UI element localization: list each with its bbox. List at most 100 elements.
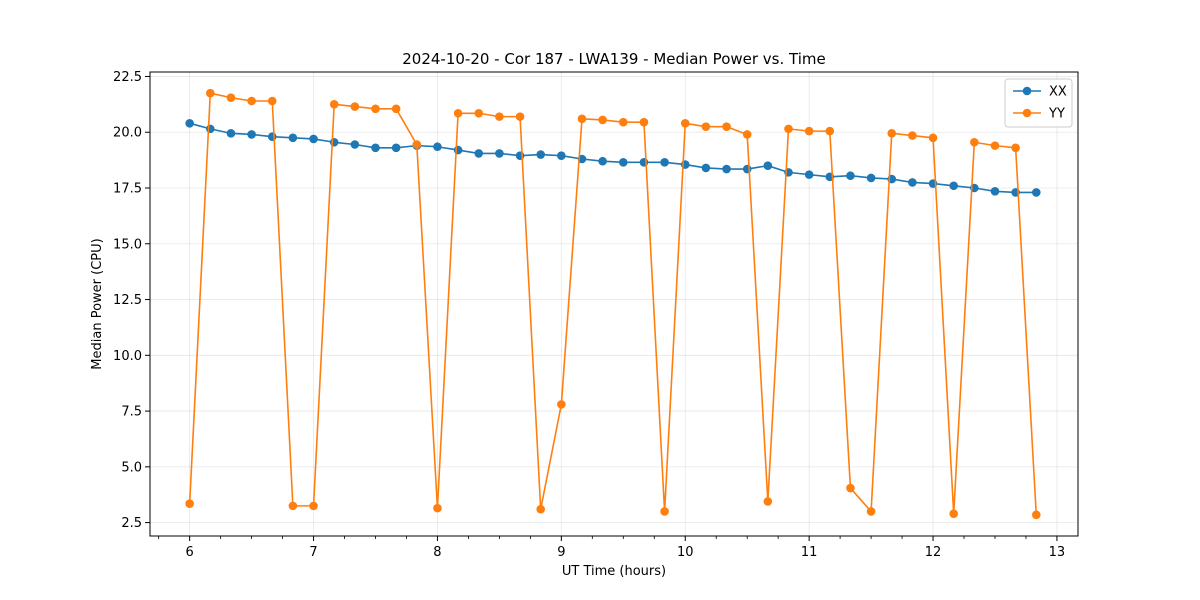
x-tick-label: 9	[557, 545, 565, 560]
data-point-yy	[185, 499, 194, 508]
data-point-xx	[618, 158, 628, 167]
data-point-yy	[866, 507, 876, 516]
data-point-xx	[804, 170, 814, 179]
series-layer	[185, 88, 1041, 520]
data-point-yy	[1011, 143, 1020, 153]
data-point-yy	[887, 129, 897, 138]
data-point-xx	[660, 158, 669, 167]
x-tick-label: 12	[925, 545, 942, 560]
x-tick-label: 10	[677, 545, 694, 560]
data-point-xx	[371, 143, 380, 153]
data-point-xx	[701, 163, 711, 173]
data-point-xx	[433, 142, 442, 152]
data-point-xx	[309, 134, 318, 144]
plot-frame	[149, 71, 1079, 537]
data-point-xx	[329, 137, 339, 147]
data-point-yy	[577, 114, 587, 124]
data-point-yy	[742, 130, 752, 139]
data-point-yy	[495, 112, 504, 121]
data-point-yy	[329, 100, 339, 109]
data-point-yy	[722, 122, 731, 131]
data-point-xx	[1031, 188, 1041, 197]
data-point-xx	[247, 130, 256, 139]
data-point-yy	[536, 504, 545, 514]
y-tick-label: 10.0	[113, 349, 142, 364]
data-point-xx	[742, 164, 752, 174]
data-point-yy	[949, 509, 958, 518]
data-point-xx	[453, 145, 463, 155]
y-tick-label: 17.5	[113, 182, 142, 197]
data-point-xx	[722, 164, 731, 174]
data-point-yy	[660, 507, 669, 516]
data-point-yy	[226, 93, 236, 102]
y-tick-label: 22.5	[113, 70, 142, 85]
data-point-yy	[701, 122, 711, 131]
y-tick-label: 12.5	[113, 293, 142, 308]
data-point-xx	[557, 151, 566, 160]
data-point-xx	[908, 178, 917, 187]
y-tick-label: 2.5	[121, 516, 142, 531]
data-point-yy	[474, 108, 484, 118]
data-point-yy	[680, 119, 690, 128]
data-point-yy	[309, 501, 318, 511]
x-tick-label: 6	[186, 545, 194, 560]
data-point-yy	[350, 102, 360, 111]
data-point-yy	[598, 115, 607, 125]
data-point-yy	[908, 131, 917, 140]
data-point-yy	[1031, 510, 1041, 520]
data-point-yy	[433, 503, 442, 513]
data-point-xx	[495, 149, 504, 158]
data-point-yy	[784, 124, 793, 134]
data-point-yy	[928, 133, 938, 143]
legend: XX YY	[1004, 78, 1073, 128]
data-point-yy	[288, 501, 298, 511]
legend-label-yy: YY	[1048, 107, 1065, 122]
data-point-xx	[536, 150, 545, 159]
y-tick-label: 15.0	[113, 237, 142, 252]
y-axis-label: Median Power (CPU)	[90, 238, 105, 369]
data-point-yy	[970, 137, 979, 147]
data-point-xx	[949, 181, 958, 191]
data-point-yy	[247, 96, 256, 106]
data-point-yy	[557, 400, 566, 409]
x-tick-label: 7	[309, 545, 317, 560]
data-point-yy	[391, 104, 401, 114]
data-point-xx	[990, 187, 1000, 196]
data-point-yy	[990, 141, 1000, 150]
x-tick-label: 8	[433, 545, 441, 560]
data-point-yy	[515, 112, 525, 121]
data-point-yy	[453, 108, 463, 118]
data-point-xx	[288, 133, 298, 143]
data-point-yy	[412, 140, 422, 149]
chart-title: 2024-10-20 - Cor 187 - LWA139 - Median P…	[402, 50, 826, 68]
data-point-yy	[804, 126, 814, 136]
y-tick-label: 20.0	[113, 126, 142, 141]
legend-label-xx: XX	[1049, 85, 1067, 100]
series-xx	[185, 119, 1041, 197]
y-tick-label: 5.0	[121, 460, 142, 475]
series-yy	[185, 88, 1041, 520]
data-point-yy	[618, 117, 628, 127]
data-point-xx	[598, 156, 607, 166]
data-point-yy	[371, 104, 380, 114]
data-point-xx	[391, 143, 401, 153]
legend-marker-yy	[1022, 108, 1032, 118]
data-point-xx	[185, 119, 194, 128]
data-point-xx	[846, 171, 855, 181]
tick-layer: 6 7 8 9 10 11 12 13 2.5 5.0 7.5 10.0 12.5 15.0 17.5 20.…	[113, 70, 1065, 560]
data-point-yy	[206, 88, 215, 98]
data-point-xx	[267, 132, 277, 141]
data-point-xx	[866, 173, 876, 183]
data-point-yy	[267, 96, 277, 106]
x-axis-label: UT Time (hours)	[562, 564, 666, 579]
legend-marker-xx	[1022, 86, 1032, 96]
x-tick-label: 11	[801, 545, 818, 560]
data-point-yy	[846, 483, 855, 493]
data-point-xx	[206, 124, 215, 134]
x-tick-label: 13	[1049, 545, 1066, 560]
data-point-xx	[763, 161, 773, 170]
data-point-yy	[763, 497, 773, 506]
data-point-yy	[639, 117, 649, 127]
data-point-xx	[474, 149, 484, 158]
